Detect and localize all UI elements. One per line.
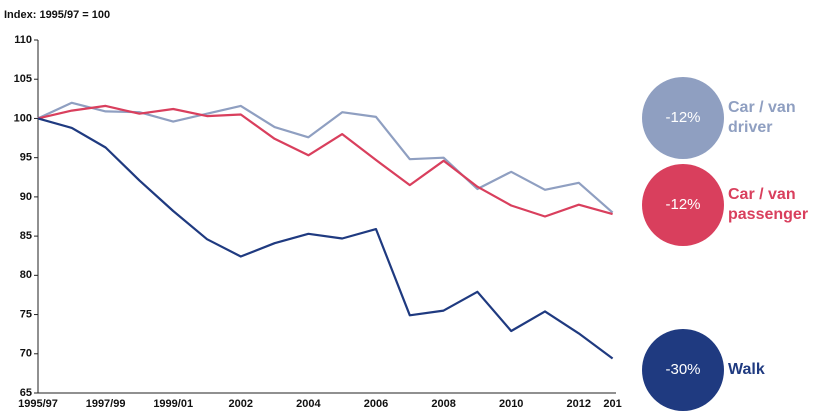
y-tick-label: 75 (20, 308, 32, 320)
line-series (37, 101, 614, 214)
y-tick-label: 110 (14, 34, 32, 46)
change-badge (642, 77, 724, 159)
x-tick-label: 1997/99 (86, 398, 126, 410)
x-tick-label: 2004 (296, 398, 321, 410)
change-label: -12% (665, 196, 700, 213)
y-tick-label: 95 (20, 152, 32, 164)
x-tick-label: 201 (603, 398, 621, 410)
y-tick-label: 85 (20, 230, 32, 242)
x-tick-label: 1999/01 (153, 398, 193, 410)
legend-label: Car / van driver (728, 99, 796, 136)
y-tick-label: 100 (14, 112, 32, 124)
change-badge (642, 329, 724, 411)
x-tick-label: 1995/97 (18, 398, 58, 410)
y-tick-label: 70 (20, 348, 32, 360)
legend-label: Car / van passenger (728, 186, 809, 223)
change-label: -30% (665, 361, 700, 378)
x-tick-label: 2012 (567, 398, 591, 410)
y-tick-label: 65 (20, 387, 32, 399)
y-axis-title: Index: 1995/97 = 100 (4, 9, 110, 21)
change-badge (642, 164, 724, 246)
line-series (37, 117, 614, 360)
y-tick-label: 90 (20, 191, 32, 203)
legend-label: Walk (728, 361, 765, 378)
y-tick-label: 80 (20, 269, 32, 281)
change-label: -12% (665, 109, 700, 126)
line-series (37, 104, 613, 218)
y-tick-label: 105 (14, 73, 32, 85)
x-tick-label: 2006 (364, 398, 388, 410)
x-tick-label: 2002 (229, 398, 253, 410)
x-tick-label: 2010 (499, 398, 523, 410)
x-tick-label: 2008 (431, 398, 455, 410)
